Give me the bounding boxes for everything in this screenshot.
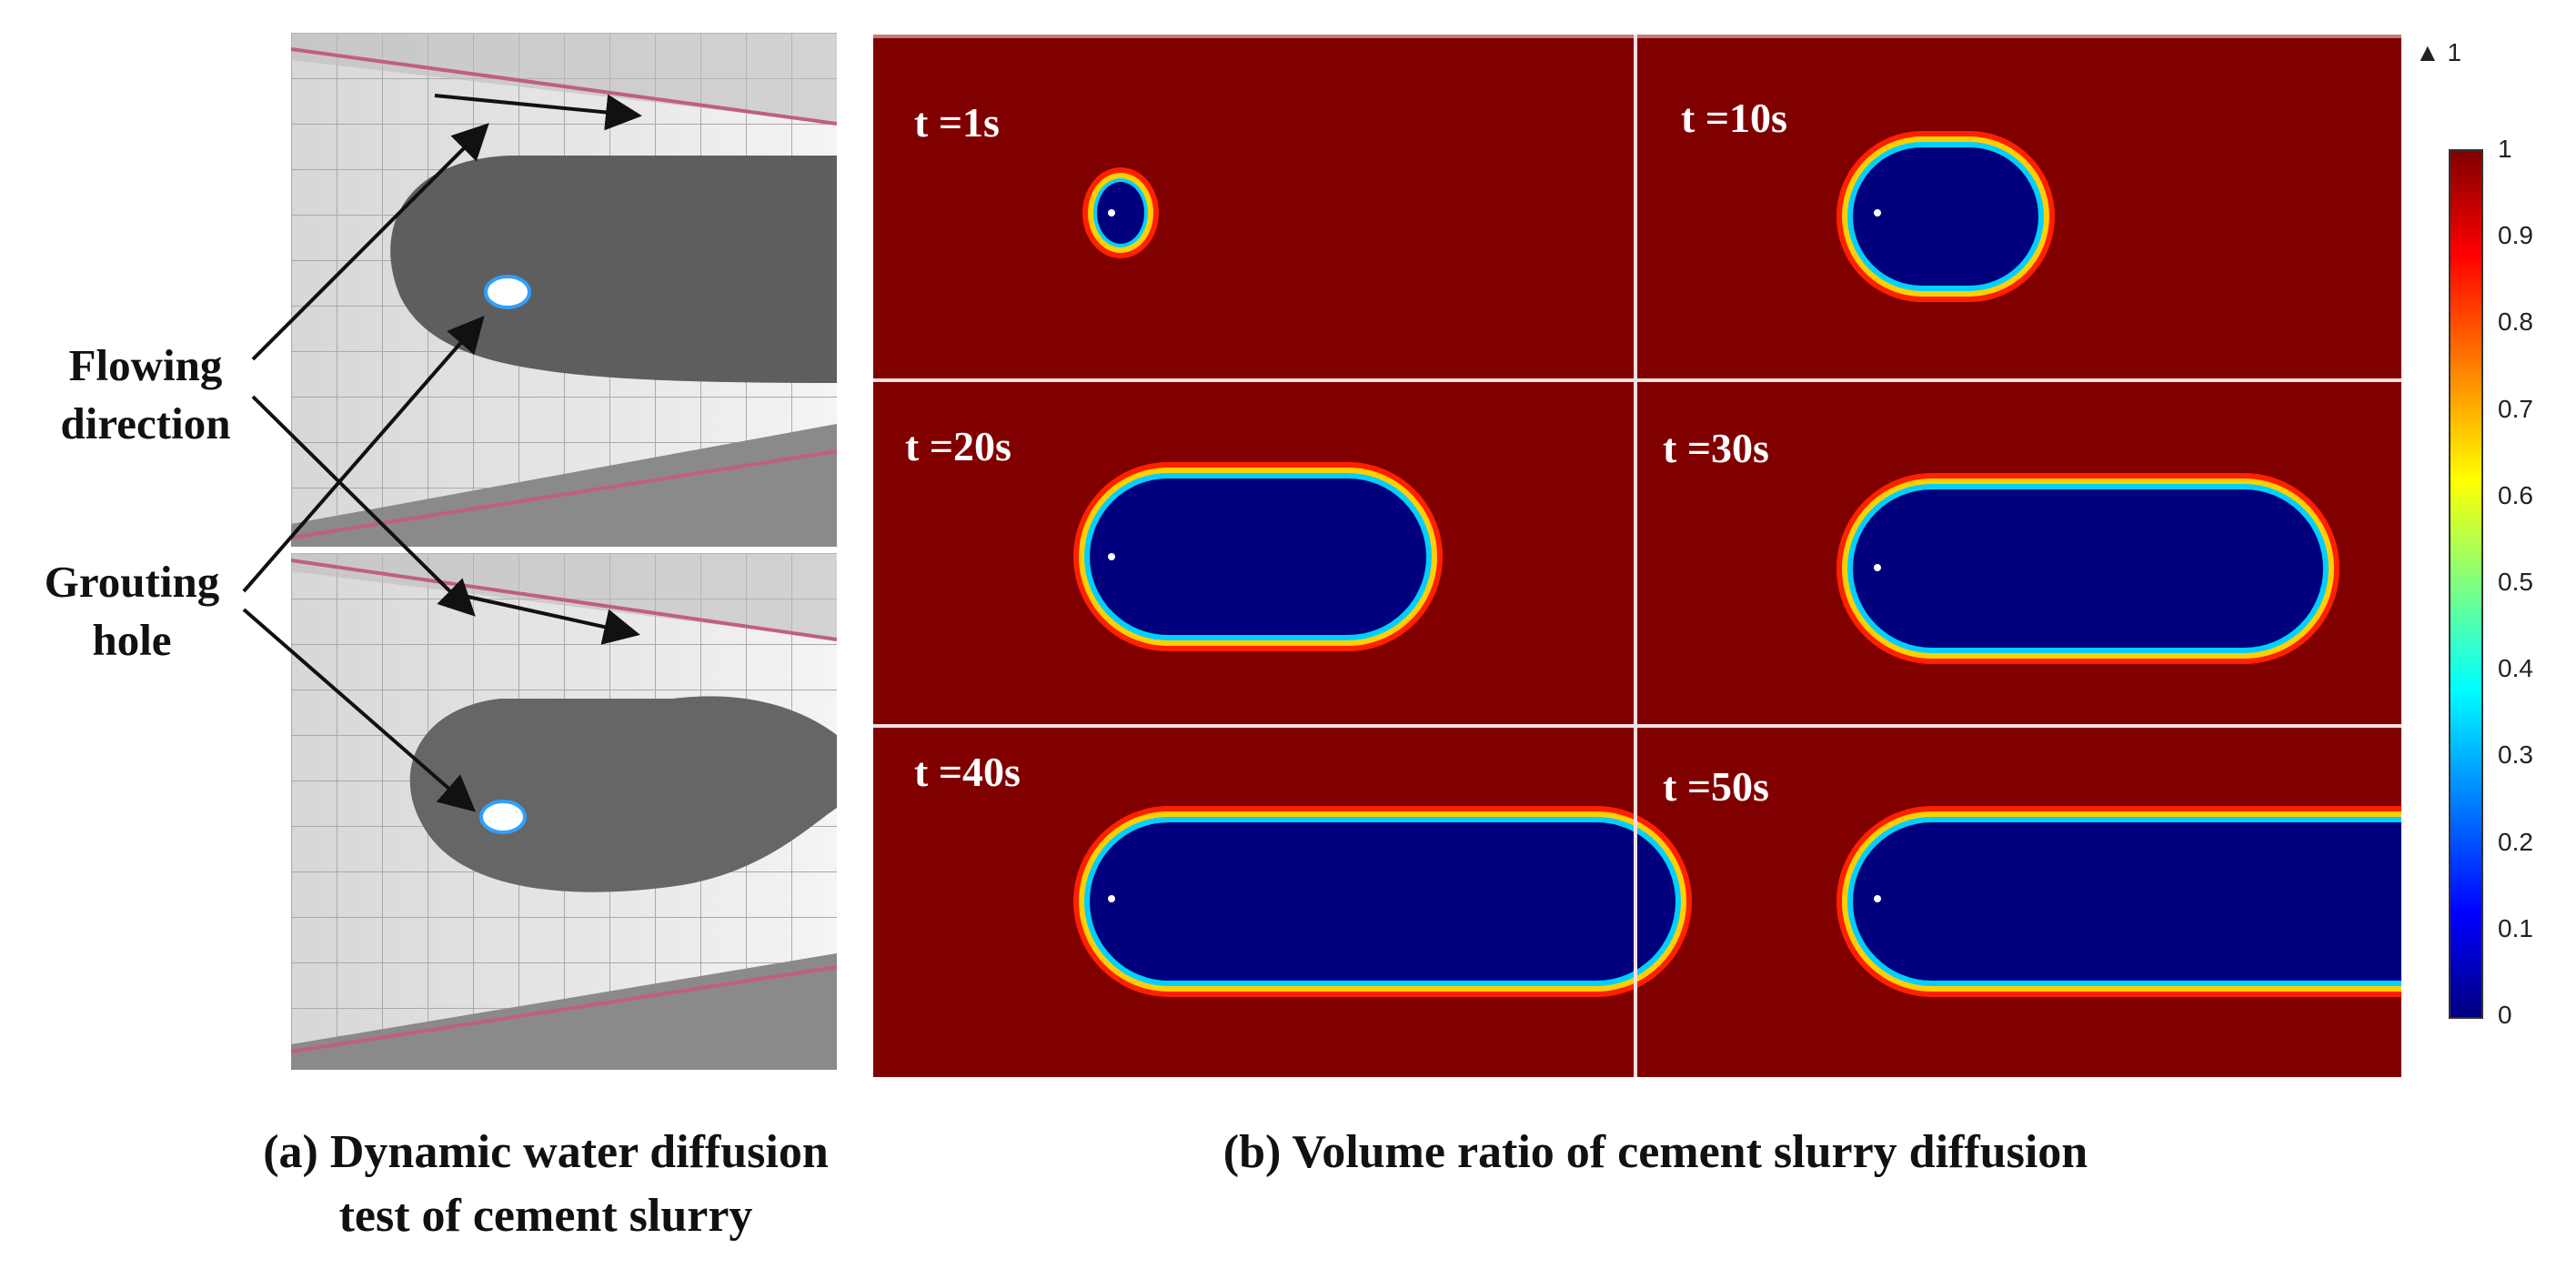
colorbar-tick-label: 0	[2498, 1001, 2512, 1029]
panel-t1	[1082, 167, 1159, 258]
colorbar-tick-label: 0.6	[2498, 480, 2533, 509]
simulation-grid	[873, 35, 2401, 1077]
panel-t20	[1073, 462, 1443, 651]
flowing-line1: Flowing	[68, 340, 223, 390]
panel-label-t40: t =40s	[914, 749, 1021, 795]
colorbar-tick-label: 1	[2498, 135, 2512, 163]
panel-label-t30: t =30s	[1663, 425, 1769, 471]
colorbar-tick-label: 0.5	[2498, 568, 2533, 596]
panel-t50	[1836, 806, 2401, 997]
panel-label-t20: t =20s	[905, 423, 1011, 469]
annotation-arrows	[242, 94, 642, 812]
flowing-direction-label: Flowing direction	[36, 337, 255, 453]
panel-t10	[1836, 131, 2055, 302]
photo-bottom	[291, 553, 837, 1070]
colorbar-tick-label: 0.1	[2498, 913, 2533, 942]
grouting-hole-bottom	[479, 800, 527, 834]
colorbar	[2449, 149, 2483, 1019]
caption-a: (a) Dynamic water diffusion test of ceme…	[182, 1121, 910, 1248]
grouting-line1: Grouting	[44, 557, 220, 607]
panel-t40	[1073, 806, 1692, 997]
colorbar-tick-label: 0.9	[2498, 221, 2533, 250]
grouting-hole-top	[484, 275, 531, 309]
experiment-photos	[291, 33, 837, 1070]
flowing-line2: direction	[60, 398, 231, 448]
colorbar-tick-label: 0.4	[2498, 654, 2533, 683]
caption-a-line2: test of cement slurry	[338, 1190, 753, 1242]
grouting-line2: hole	[92, 615, 172, 665]
colorbar-tick-label: 0.7	[2498, 394, 2533, 423]
colorbar-tick-label: 0.2	[2498, 827, 2533, 856]
caption-a-line1: (a) Dynamic water diffusion	[263, 1126, 829, 1178]
caption-b: (b) Volume ratio of cement slurry diffus…	[1223, 1126, 2088, 1178]
grouting-hole-label: Grouting hole	[18, 553, 246, 670]
panel-t30	[1836, 473, 2340, 664]
colorbar-tick-label: 0.3	[2498, 740, 2533, 770]
colorbar-max-marker: ▲ 1	[2415, 38, 2462, 66]
photo-top	[291, 33, 837, 547]
panel-label-t50: t =50s	[1663, 763, 1769, 810]
panel-label-t1: t =1s	[914, 99, 1000, 146]
colorbar-tick-label: 0.8	[2498, 307, 2533, 337]
panel-label-t10: t =10s	[1681, 95, 1787, 141]
